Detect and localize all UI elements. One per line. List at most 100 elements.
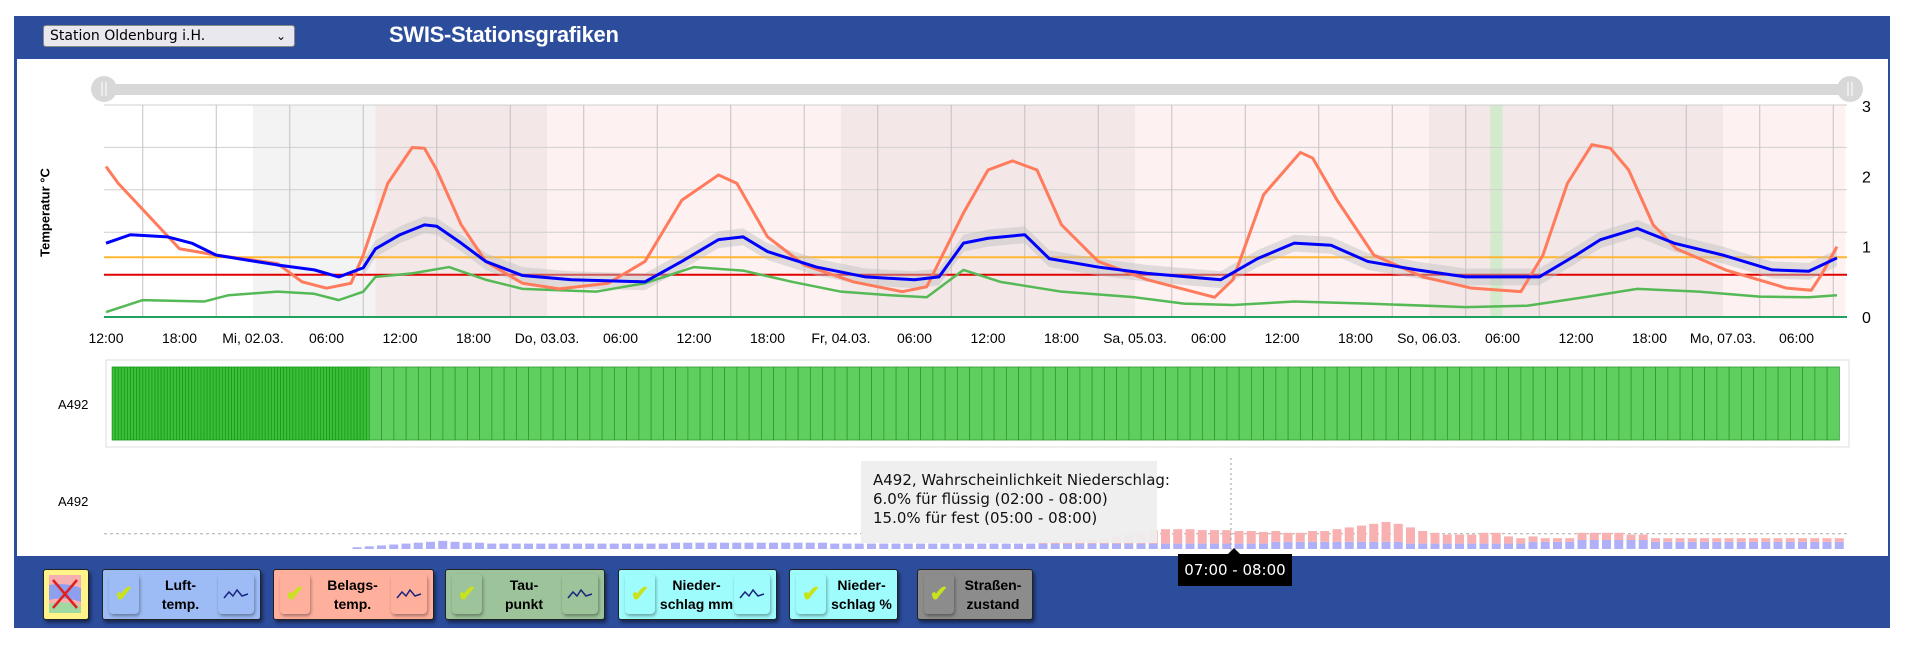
crosshair-time-label: 07:00 - 08:00 [1178,548,1292,586]
road-condition-bar [197,366,202,441]
road-condition-bar [1299,366,1314,441]
station-select-value: Station Oldenburg i.H. [50,28,206,44]
precip-solid-bar [1540,538,1550,542]
precip-liquid-bar [891,543,901,549]
x-tick-label: 06:00 [897,330,932,346]
precip-liquid-bar [1442,543,1452,549]
road-condition-bar [809,366,824,441]
line-style-wave-icon[interactable] [734,574,770,614]
precip-liquid-bar [1406,543,1415,549]
precip-liquid-bar [560,543,570,549]
road-condition-bar [858,366,873,441]
road-condition-bar [310,366,315,441]
button-label: Luft-temp. [141,576,220,614]
checkmark-icon[interactable]: ✔ [796,574,826,614]
precip-liquid-bar [1332,541,1342,549]
road-condition-bar [454,366,468,441]
road-condition-bar [736,366,750,441]
road-condition-bar [120,366,125,441]
precip-liquid-bar [1369,541,1379,549]
precip-solid-bar [1308,531,1317,542]
line-style-wave-icon[interactable] [391,574,427,614]
road-condition-bar [1753,366,1767,441]
precip-solid-bar [1491,532,1501,544]
toggle-niederschlag-mm-button[interactable]: ✔ Nieder-schlag mm [618,569,777,620]
checkmark-icon[interactable]: ✔ [625,574,655,614]
line-style-wave-icon[interactable] [562,574,598,614]
precip-liquid-bar [1124,543,1134,549]
toggle-tau-button[interactable]: ✔ Tau-punkt [445,569,605,620]
road-condition-frame [105,359,1850,448]
road-condition-bar [130,366,134,441]
road-condition-bar [148,366,153,441]
toggle-niederschlag-pct-button[interactable]: ✔ Nieder-schlag % [789,569,898,620]
time-range-slider[interactable] [91,76,1863,102]
checkmark-icon[interactable]: ✔ [924,574,954,614]
slider-track[interactable] [104,84,1850,95]
x-tick-label: 06:00 [309,330,344,346]
road-condition-bar [1348,366,1363,441]
road-condition-bar [883,366,897,441]
line-style-wave-icon[interactable] [218,574,254,614]
precip-liquid-bar [1528,541,1538,549]
precip-liquid-bar [1455,543,1464,549]
precip-liquid-bar [1675,541,1685,549]
checkmark-icon[interactable]: ✔ [109,574,139,614]
precip-liquid-bar [1087,543,1097,549]
precip-solid-bar [1700,538,1709,542]
precip-liquid-bar [695,542,705,549]
road-condition-bar [920,366,934,441]
road-condition-bar [1312,366,1326,441]
station-select[interactable]: Station Oldenburg i.H. ⌄ [43,25,295,47]
precip-solid-bar [1161,529,1170,544]
precip-liquid-bar [1418,543,1428,549]
precip-liquid-bar [671,542,680,549]
x-tick-label: 12:00 [676,330,711,346]
toggle-belag-button[interactable]: ✔ Belags-temp. [273,569,434,620]
road-condition-bar [145,366,150,441]
button-label-line1: Nieder- [672,577,721,593]
precip-liquid-bar [793,542,803,549]
road-condition-bar [163,366,168,441]
road-condition-bar [231,366,236,441]
toggle-strassenzustand-button[interactable]: ✔ Straßen-zustand [917,569,1033,620]
slider-handle-left[interactable] [91,76,117,102]
precip-solid-bar [1295,532,1305,542]
road-condition-bar [479,366,493,441]
road-condition-bar [687,366,701,441]
road-condition-bar [356,366,361,441]
checkmark-icon[interactable]: ✔ [280,574,310,614]
precip-liquid-bar [818,542,827,549]
x-tick-label: Do, 03.03. [515,330,580,346]
road-condition-bar [166,366,171,441]
precip-solid-bar [1577,532,1587,540]
precip-liquid-bar [548,543,558,549]
road-condition-bar [304,366,309,441]
precip-liquid-bar [450,541,460,549]
precip-solid-bar [1246,531,1256,544]
road-condition-bar [1250,366,1265,441]
reset-layers-button[interactable] [43,569,89,620]
precip-liquid-bar [916,543,925,549]
road-condition-bar [1030,366,1044,441]
road-condition-bar [338,366,343,441]
road-condition-bar [528,366,542,441]
precip-solid-bar [1773,538,1783,542]
band-marker [1490,105,1503,317]
toggle-luft-button[interactable]: ✔ Luft-temp. [102,569,261,620]
precip-solid-bar [1381,522,1391,542]
button-label: Belags-temp. [312,576,393,614]
road-condition-bar [179,366,183,441]
luft-uncertainty-band [363,216,1837,291]
road-condition-bar [1532,366,1546,441]
precip-liquid-bar [1173,543,1183,549]
road-condition-bar [347,366,352,441]
road-condition-bar [172,366,177,441]
slider-handle-right[interactable] [1837,76,1863,102]
precip-liquid-bar [1001,543,1011,549]
road-condition-bar [1042,366,1056,441]
precip-solid-bar [1393,523,1403,542]
road-condition-bar [307,366,312,441]
checkmark-icon[interactable]: ✔ [452,574,482,614]
road-condition-bar [289,366,294,441]
